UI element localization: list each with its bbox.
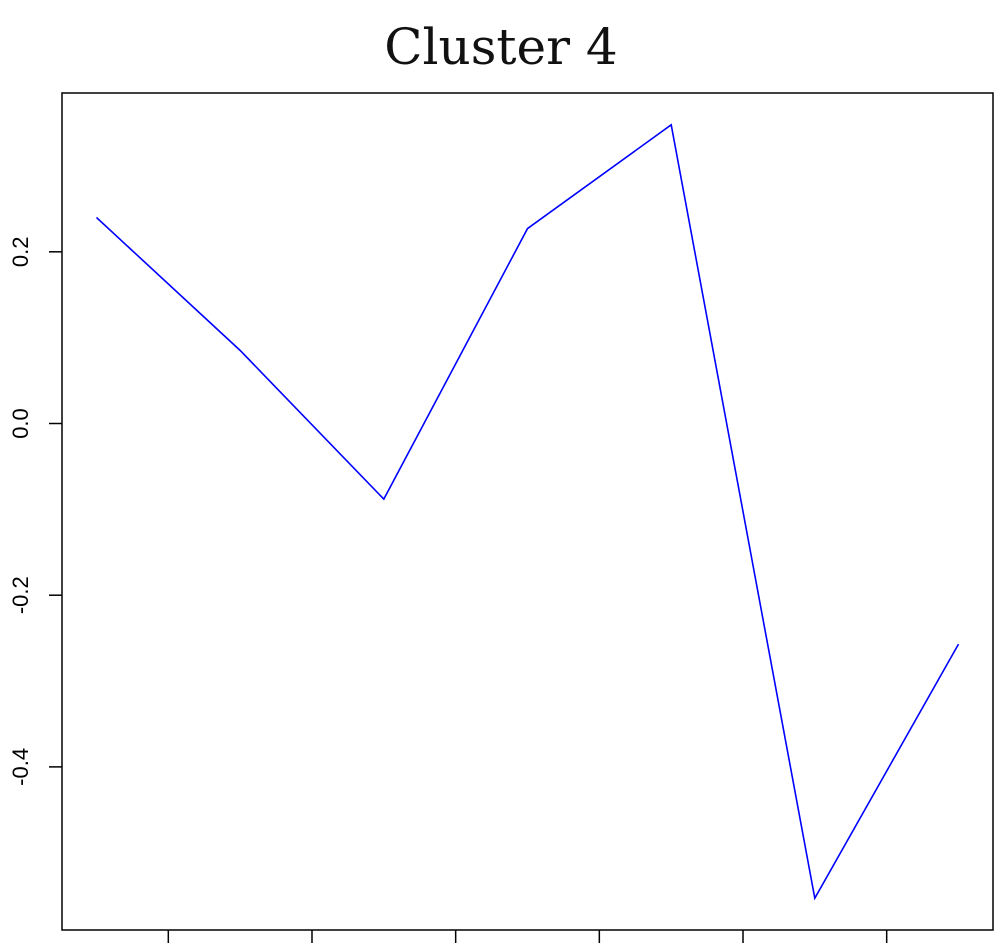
- y-tick-label-1: 0.2: [8, 237, 33, 268]
- y-tick-label-4: -0.4: [8, 748, 33, 786]
- x-axis: [167, 930, 888, 943]
- plot-frame: [61, 92, 994, 931]
- chart-title: Cluster 4: [384, 18, 617, 76]
- y-tick-label-2: 0.0: [8, 408, 33, 439]
- y-tick-label-3: -0.2: [8, 576, 33, 614]
- y-axis: 0.2 0.0 -0.2 -0.4: [8, 237, 62, 786]
- series-line-1: [95, 123, 960, 901]
- series-layer: [95, 123, 960, 901]
